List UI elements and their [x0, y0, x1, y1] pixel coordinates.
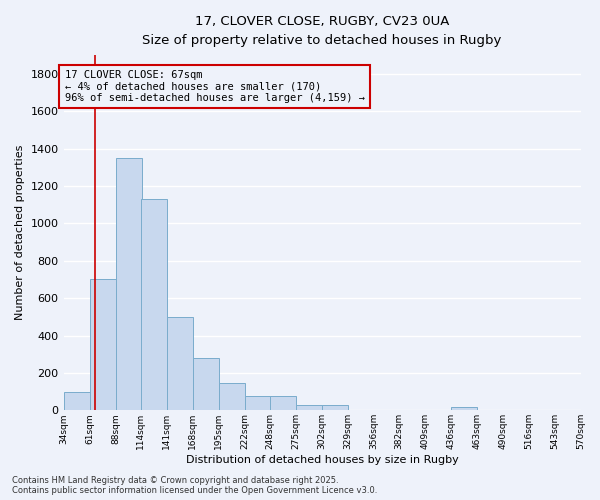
Title: 17, CLOVER CLOSE, RUGBY, CV23 0UA
Size of property relative to detached houses i: 17, CLOVER CLOSE, RUGBY, CV23 0UA Size o… — [142, 15, 502, 47]
Bar — [140, 199, 167, 410]
Bar — [322, 404, 348, 410]
X-axis label: Distribution of detached houses by size in Rugby: Distribution of detached houses by size … — [185, 455, 458, 465]
Bar — [116, 158, 142, 410]
Text: Contains HM Land Registry data © Crown copyright and database right 2025.
Contai: Contains HM Land Registry data © Crown c… — [12, 476, 377, 495]
Bar — [193, 358, 219, 410]
Y-axis label: Number of detached properties: Number of detached properties — [15, 145, 25, 320]
Text: 17 CLOVER CLOSE: 67sqm
← 4% of detached houses are smaller (170)
96% of semi-det: 17 CLOVER CLOSE: 67sqm ← 4% of detached … — [65, 70, 365, 103]
Bar — [245, 396, 271, 410]
Bar — [270, 396, 296, 410]
Bar — [296, 404, 322, 410]
Bar — [451, 408, 478, 410]
Bar — [219, 383, 245, 410]
Bar — [167, 317, 193, 410]
Bar — [64, 392, 89, 410]
Bar — [89, 280, 116, 410]
